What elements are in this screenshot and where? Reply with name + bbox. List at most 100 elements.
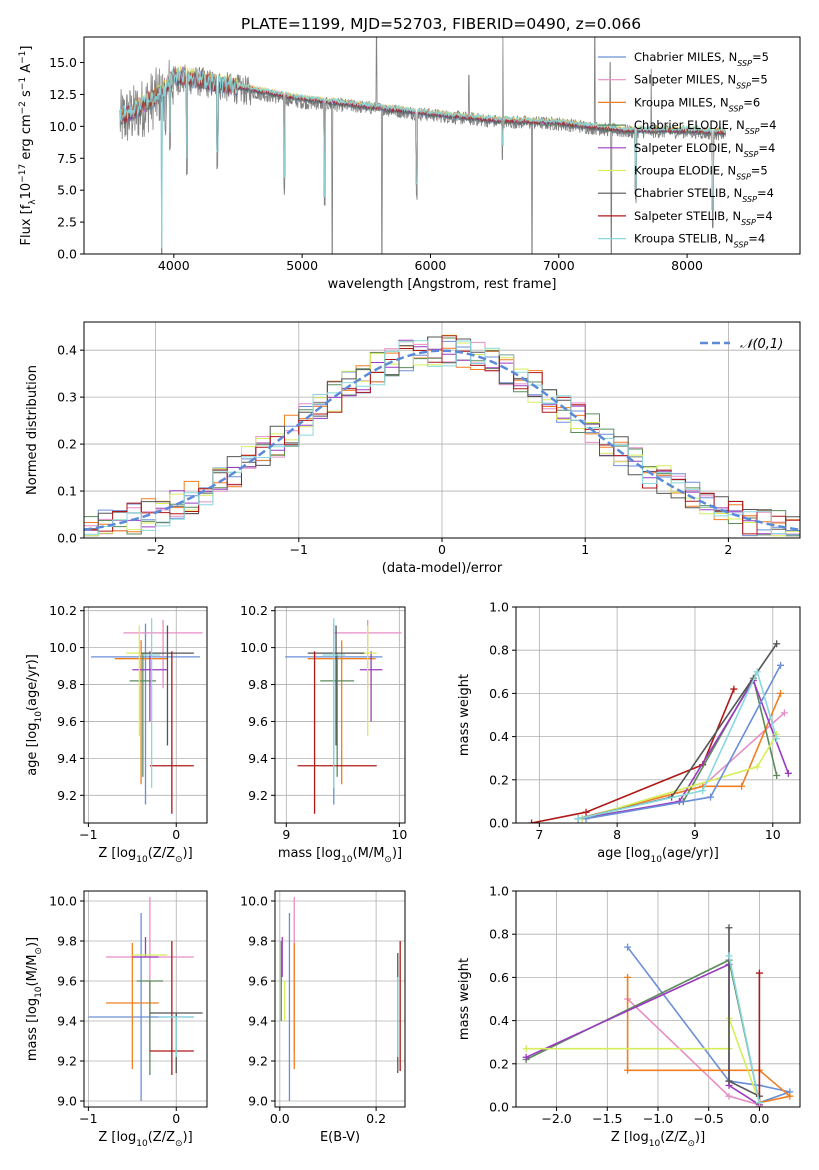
series-group [522, 924, 794, 1107]
y-tick-label: 0.0 [57, 247, 77, 262]
y-axis-label: mass [log10(M/M⊙)] [25, 937, 44, 1061]
y-tick-label: 10.0 [240, 894, 268, 909]
panel-spectrum: 4000 5000 6000 7000 8000 0.0 2.5 5.0 7.5 10.0 12.5… [18, 36, 801, 292]
y-tick-label: 0.4 [489, 729, 509, 744]
y-tick-label: 9.2 [57, 788, 77, 803]
y-tick-label: 9.8 [248, 934, 268, 949]
marker-plus [773, 771, 781, 779]
weight-line-6 [526, 1018, 761, 1103]
y-tick-label: 0.4 [57, 343, 77, 358]
weight-line-3 [577, 693, 782, 820]
x-tick-label: −1 [290, 542, 308, 557]
y-tick-label: 9.6 [248, 714, 268, 729]
y-tick-label: 9.4 [248, 1014, 268, 1029]
x-tick-label: 10 [765, 827, 781, 842]
panel-age-weight: 7 8 9 10 0.0 0.2 0.4 0.6 0.8 1.0 age [log10(age/yr… [457, 600, 801, 865]
series-group [280, 897, 401, 1101]
y-tick-label: 0.2 [489, 1056, 509, 1071]
weight-line-5 [525, 963, 760, 1106]
y-axis-label: Flux [fλ10−17 erg cm−2 s−1 A−1] [18, 46, 38, 246]
x-tick-label: 8 [613, 827, 621, 842]
y-tick-label: 0.3 [57, 390, 77, 405]
panel-Z-mass: −1 0 9.0 9.2 9.4 9.6 9.8 10.0 Z [log10(Z/Z⊙)] mas… [25, 890, 208, 1149]
legend-entry: Salpeter STELIB, NSSP=4 [634, 209, 773, 227]
marker-plus [755, 1099, 763, 1107]
y-tick-label: 9.8 [248, 677, 268, 692]
x-tick-label: −1 [79, 1111, 97, 1126]
y-tick-label: 10.0 [240, 640, 268, 655]
y-tick-label: 5.0 [57, 183, 77, 198]
panel-mass-age: 9 10 9.2 9.4 9.6 9.8 10.0 10.2 mass [log10(M/M⊙)… [240, 603, 407, 865]
x-tick-label: −1.5 [592, 1111, 622, 1126]
y-tick-label: 1.0 [489, 600, 509, 615]
marker-plus [582, 808, 590, 816]
y-axis-label: mass weight [457, 674, 472, 756]
marker-plus [753, 763, 761, 771]
marker-plus [755, 969, 763, 977]
plot-area-ebv-mass [275, 891, 405, 1107]
x-tick-label: −1 [79, 827, 97, 842]
axes-frame [274, 890, 406, 1108]
marker-plus [707, 793, 715, 801]
x-tick-label: 7000 [543, 258, 575, 273]
y-tick-label: 0.0 [489, 1100, 509, 1115]
marker-plus [777, 661, 785, 669]
y-tick-label: 10.2 [49, 603, 77, 618]
y-tick-label: 0.6 [489, 686, 509, 701]
axes-frame [83, 36, 801, 255]
x-axis-label: (data-model)/error [382, 561, 503, 576]
marker-plus [784, 769, 792, 777]
plot-area-Z-mass [84, 891, 207, 1107]
marker-plus [773, 640, 781, 648]
x-axis-label: age [log10(age/yr)] [597, 846, 719, 865]
legend-entry: 𝒩(0,1) [740, 337, 783, 352]
histogram-8 [84, 335, 800, 535]
legend-entry: Kroupa MILES, NSSP=6 [634, 95, 760, 113]
y-tick-label: 9.2 [248, 1054, 268, 1069]
x-tick-label: 8000 [671, 258, 703, 273]
series-group [528, 640, 792, 823]
x-tick-label: 2 [724, 542, 732, 557]
figure-title: PLATE=1199, MJD=52703, FIBERID=0490, z=0… [241, 15, 641, 33]
y-tick-label: 10.0 [49, 894, 77, 909]
axes-frame [83, 606, 208, 824]
marker-plus [528, 819, 536, 823]
y-axis-label: age [log10(age/yr)] [25, 654, 44, 776]
x-tick-label: 10 [391, 827, 407, 842]
x-tick-label: 1 [581, 542, 589, 557]
marker-plus [780, 709, 788, 717]
marker-plus [624, 973, 632, 981]
y-tick-label: 0.8 [489, 927, 509, 942]
legend-entry: Kroupa STELIB, NSSP=4 [634, 232, 765, 250]
series-group [91, 618, 203, 814]
marker-plus [753, 668, 761, 676]
y-tick-label: 9.6 [57, 974, 77, 989]
marker-plus [624, 1066, 632, 1074]
axes-frame [274, 606, 406, 824]
y-tick-label: 10.0 [49, 119, 77, 134]
x-tick-label: 9 [691, 827, 699, 842]
y-axis-label: Normed distribution [25, 365, 40, 495]
marker-plus [786, 1092, 794, 1100]
x-tick-label: −1.0 [643, 1111, 673, 1126]
marker-plus [725, 1092, 733, 1100]
legend-entry: Chabrier MILES, NSSP=5 [634, 50, 769, 68]
x-tick-label: 0 [172, 1111, 180, 1126]
marker-plus [522, 1053, 530, 1061]
y-tick-label: 0.2 [57, 437, 77, 452]
y-tick-label: 9.8 [57, 677, 77, 692]
y-tick-label: 10.2 [240, 603, 268, 618]
x-tick-label: 6000 [415, 258, 447, 273]
marker-plus [725, 924, 733, 932]
x-axis-label: wavelength [Angstrom, rest frame] [328, 277, 557, 292]
x-tick-label: 7 [535, 827, 543, 842]
marker-plus [738, 782, 746, 790]
panel-residuals: −2 −1 0 1 2 0.0 0.1 0.2 0.3 0.4 (data-model)/error… [25, 321, 801, 576]
y-tick-label: 0.4 [489, 1013, 509, 1028]
histogram-9 [84, 340, 800, 536]
plot-area-age-weight [516, 606, 800, 824]
y-tick-label: 9.0 [248, 1094, 268, 1109]
y-axis-label: mass weight [457, 958, 472, 1040]
model-spectrum-9 [119, 67, 726, 248]
marker-plus [773, 735, 781, 743]
